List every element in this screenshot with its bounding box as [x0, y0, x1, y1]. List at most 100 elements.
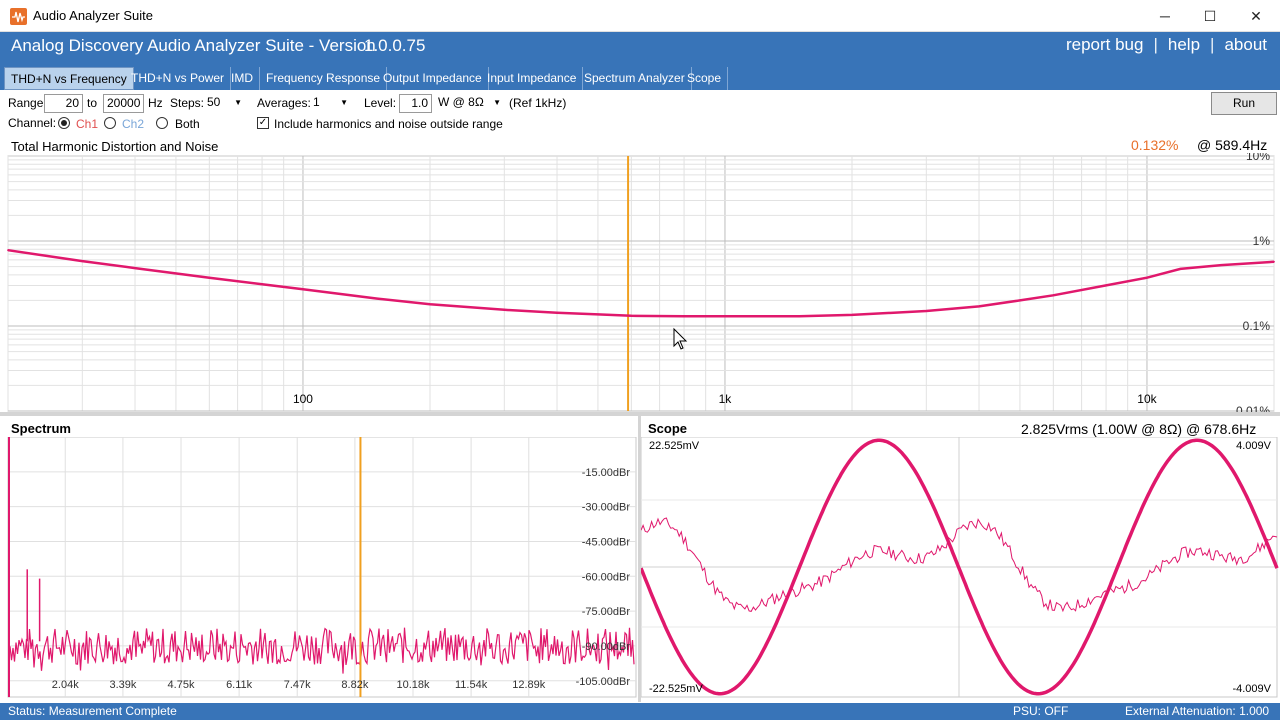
tab-frequency-response[interactable]: Frequency Response	[260, 67, 388, 90]
scope-title: Scope	[648, 421, 688, 436]
thdn-data-point	[261, 283, 263, 286]
thdn-data-point	[1179, 267, 1182, 270]
scope-reading: 2.825Vrms (1.00W @ 8Ω) @ 678.6Hz	[1021, 421, 1257, 437]
thdn-data-point	[429, 303, 431, 306]
thdn-data-point	[978, 305, 980, 308]
hz-label: Hz	[148, 96, 163, 110]
run-button[interactable]: Run	[1211, 92, 1277, 115]
spectrum-x-tick-label: 2.04k	[52, 679, 79, 691]
thdn-data-point	[134, 267, 136, 269]
tab-spectrum-analyzer[interactable]: Spectrum Analyzer	[578, 67, 692, 90]
spectrum-chart[interactable]: -15.00dBr -30.00dBr -45.00dBr -60.00dBr -75.…	[0, 437, 640, 700]
level-unit-select[interactable]: W @ 8Ω ▼	[435, 93, 503, 112]
app-version: 1.0.0.75	[364, 36, 426, 55]
thdn-data-point	[683, 315, 685, 318]
spectrum-y-tick-label: -90.00dBr	[582, 641, 631, 653]
thdn-data-point	[81, 260, 84, 263]
thdn-data-point	[376, 297, 379, 300]
thdn-data-point	[1220, 264, 1223, 267]
scope-residual-trace	[641, 517, 1278, 613]
scope-chart[interactable]: 22.525mV -22.525mV 4.009V -4.009V	[641, 437, 1279, 700]
spectrum-noise-trace	[9, 627, 635, 674]
vertical-splitter[interactable]	[638, 416, 641, 702]
range-from-field[interactable]: 20	[44, 94, 83, 113]
level-field[interactable]: 1.0	[399, 94, 432, 113]
scope-axis-label: -4.009V	[1232, 683, 1271, 695]
averages-label: Averages:	[257, 96, 311, 110]
thdn-data-point	[503, 308, 506, 311]
tab-output-impedance[interactable]: Output Impedance	[377, 67, 489, 90]
thdn-data-point	[1052, 294, 1055, 297]
scope-output-trace	[641, 438, 1279, 696]
thdn-chart[interactable]: 100 1k 10k 10% 1% 0.1% 0.01%	[0, 153, 1280, 413]
close-icon[interactable]: ✕	[1250, 8, 1262, 24]
maximize-icon[interactable]: ☐	[1203, 8, 1217, 24]
chevron-down-icon: ▼	[493, 98, 501, 107]
range-label: Range:	[8, 96, 47, 110]
window-titlebar: Audio Analyzer Suite ─ ☐ ✕	[0, 0, 1280, 32]
spectrum-y-tick-label: -60.00dBr	[582, 571, 631, 583]
thdn-data-point	[630, 314, 633, 317]
ch1-radio[interactable]	[58, 117, 70, 129]
chevron-down-icon: ▼	[340, 98, 348, 107]
tab-scope[interactable]: Scope	[681, 67, 729, 90]
thdn-y-tick-label: 0.01%	[1236, 404, 1270, 413]
link-separator: |	[1210, 35, 1215, 54]
about-link[interactable]: about	[1224, 35, 1267, 54]
spectrum-title: Spectrum	[11, 421, 71, 436]
thdn-x-tick-label: 1k	[719, 392, 733, 406]
thdn-x-tick-label: 10k	[1137, 392, 1157, 406]
psu-status: PSU: OFF	[1013, 704, 1069, 718]
spectrum-y-tick-label: -75.00dBr	[582, 606, 631, 618]
spectrum-y-tick-label: -105.00dBr	[576, 676, 631, 688]
report-bug-link[interactable]: report bug	[1065, 35, 1144, 54]
to-label: to	[87, 96, 98, 110]
status-text: Status: Measurement Complete	[8, 704, 177, 718]
averages-select[interactable]: 1 ▼	[310, 93, 350, 112]
spectrum-x-tick-label: 4.75k	[168, 679, 195, 691]
header-links: report bug | help | about	[1066, 35, 1267, 55]
tab-thdn-vs-power[interactable]: THD+N vs Power	[125, 67, 232, 90]
minimize-icon[interactable]: ─	[1160, 8, 1170, 24]
tab-input-impedance[interactable]: Input Impedance	[481, 67, 584, 90]
steps-value: 50	[207, 95, 221, 109]
link-separator: |	[1153, 35, 1158, 54]
spectrum-x-tick-label: 3.39k	[109, 679, 136, 691]
panel-splitter[interactable]	[0, 412, 1280, 416]
spectrum-x-tick-label: 7.47k	[284, 679, 311, 691]
thdn-chart-title: Total Harmonic Distortion and Noise	[11, 139, 219, 154]
steps-select[interactable]: 50 ▼	[204, 93, 244, 112]
attenuation-status: External Attenuation: 1.000	[1125, 704, 1270, 718]
averages-value: 1	[313, 95, 320, 109]
level-label: Level:	[364, 96, 397, 110]
thdn-plot-area	[7, 155, 1275, 412]
include-harmonics-label: Include harmonics and noise outside rang…	[274, 117, 503, 131]
spectrum-y-tick-label: -30.00dBr	[582, 502, 631, 514]
thdn-data-point	[302, 288, 304, 291]
help-link[interactable]: help	[1167, 35, 1201, 54]
tab-strip: THD+N vs Frequency THD+N vs Power IMD Fr…	[0, 66, 1280, 90]
thdn-data-point	[7, 249, 9, 252]
spectrum-x-tick-label: 6.11k	[226, 679, 253, 691]
tab-imd[interactable]: IMD	[225, 67, 260, 90]
spectrum-x-tick-label: 11.54k	[455, 679, 488, 691]
scope-axis-label: -22.525mV	[649, 683, 703, 695]
tab-thdn-vs-frequency[interactable]: THD+N vs Frequency	[4, 67, 134, 90]
include-harmonics-checkbox[interactable]: ✓	[257, 117, 269, 129]
mouse-pointer-icon	[673, 327, 688, 350]
both-radio[interactable]	[156, 117, 168, 129]
spectrum-y-tick-label: -45.00dBr	[582, 536, 631, 548]
spectrum-x-tick-label: 10.18k	[396, 679, 430, 691]
thdn-reading-frequency: @ 589.4Hz	[1197, 137, 1268, 153]
app-waveform-icon	[10, 8, 27, 25]
level-reference: (Ref 1kHz)	[509, 96, 567, 110]
thdn-data-point	[1273, 260, 1275, 263]
thdn-data-point	[925, 310, 928, 312]
range-to-field[interactable]: 20000	[103, 94, 144, 113]
ch2-radio[interactable]	[104, 117, 116, 129]
thdn-data-point	[1019, 299, 1021, 302]
steps-label: Steps:	[170, 96, 205, 110]
channel-label: Channel:	[8, 116, 57, 130]
window-title: Audio Analyzer Suite	[33, 8, 153, 23]
both-label: Both	[175, 117, 200, 131]
